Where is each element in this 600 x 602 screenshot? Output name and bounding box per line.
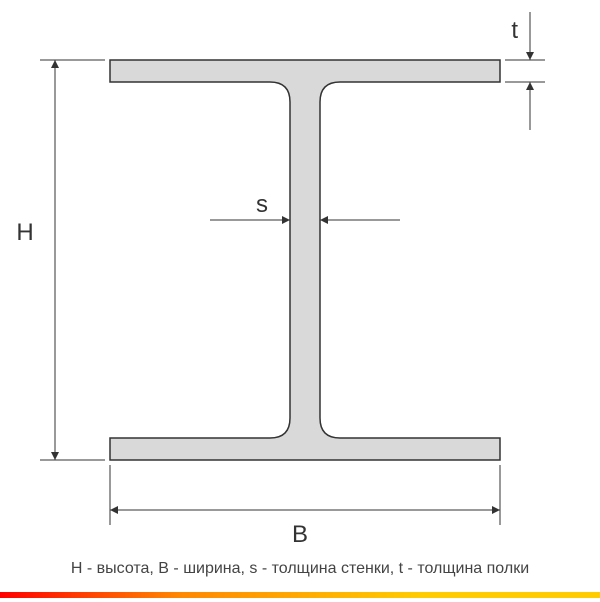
ibeam-profile	[110, 60, 500, 460]
page: H B s t H - высота, B - ширина, s - толщ…	[0, 0, 600, 602]
legend-text: H - высота, B - ширина, s - толщина стен…	[0, 560, 600, 578]
dimension-B	[110, 465, 500, 525]
ibeam-diagram: H B s t	[0, 0, 600, 602]
gradient-bar	[0, 592, 600, 598]
label-t: t	[511, 17, 518, 44]
label-s: s	[256, 191, 268, 218]
label-H: H	[16, 219, 33, 246]
dimension-H	[40, 60, 105, 460]
label-B: B	[292, 521, 308, 548]
